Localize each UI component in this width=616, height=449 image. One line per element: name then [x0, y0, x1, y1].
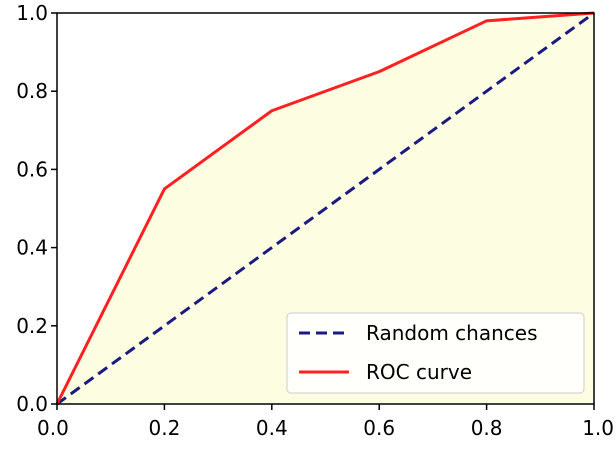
- x-tick-label: 0.8: [471, 416, 503, 440]
- x-tick-label: 0.2: [148, 416, 180, 440]
- legend: Random chances ROC curve: [286, 312, 585, 394]
- legend-label-roc-curve: ROC curve: [366, 360, 472, 384]
- legend-label-random-chances: Random chances: [366, 321, 537, 345]
- x-tick-label: 0.0: [37, 416, 69, 440]
- y-tick-label: 0.4: [16, 236, 48, 260]
- x-tick-label: 0.4: [256, 416, 288, 440]
- legend-box: [286, 312, 585, 394]
- series-line-random-chances: [56, 11, 595, 406]
- plot-frame: [56, 12, 595, 405]
- series-line-roc-curve: [55, 11, 595, 405]
- x-axis: 0.0 0.2 0.4 0.6 0.8 1.0: [37, 404, 614, 440]
- y-tick-label: 0.2: [16, 314, 48, 338]
- y-tick-label: 0.0: [16, 392, 48, 416]
- x-tick-label: 0.6: [363, 416, 395, 440]
- y-tick-label: 0.6: [16, 157, 48, 181]
- series-layer: [55, 11, 595, 406]
- y-axis: 0.0 0.2 0.4 0.6 0.8 1.0: [16, 1, 57, 416]
- y-tick-label: 1.0: [16, 1, 48, 25]
- y-tick-label: 0.8: [16, 79, 48, 103]
- x-tick-label: 1.0: [582, 416, 614, 440]
